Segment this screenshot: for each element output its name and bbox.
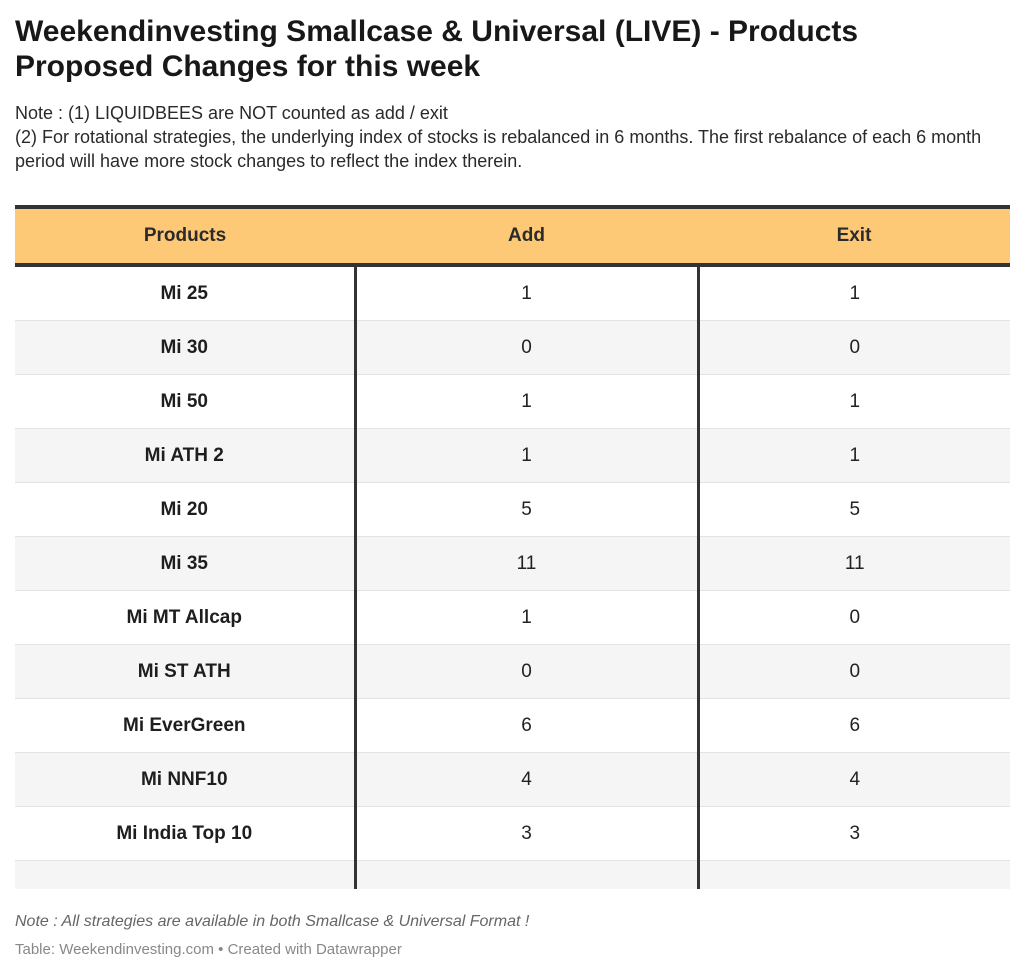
add-cell: 0	[353, 644, 698, 699]
header-row: Products Add Exit	[15, 205, 1010, 267]
add-cell: 4	[353, 752, 698, 807]
empty-cell	[15, 860, 355, 889]
table-row: Mi 50 1 1	[15, 374, 1010, 429]
product-cell: Mi EverGreen	[15, 698, 355, 753]
product-cell: Mi ATH 2	[15, 428, 355, 483]
table-row: Mi 35 11 11	[15, 536, 1010, 591]
table-row: Mi NNF10 4 4	[15, 752, 1010, 807]
exit-cell: 1	[696, 428, 1010, 483]
credit-line: Table: Weekendinvesting.com • Created wi…	[15, 941, 402, 958]
table-row: Mi 25 1 1	[15, 265, 1010, 321]
product-cell: Mi 30	[15, 320, 355, 375]
exit-cell: 11	[696, 536, 1010, 591]
product-cell: Mi 20	[15, 482, 355, 537]
exit-cell: 3	[696, 806, 1010, 861]
column-header-products[interactable]: Products	[15, 205, 355, 267]
exit-cell: 5	[696, 482, 1010, 537]
exit-cell: 4	[696, 752, 1010, 807]
exit-cell: 1	[696, 374, 1010, 429]
add-cell: 11	[353, 536, 698, 591]
footnote: Note : All strategies are available in b…	[15, 913, 530, 930]
product-cell: Mi NNF10	[15, 752, 355, 807]
add-cell: 6	[353, 698, 698, 753]
column-header-exit[interactable]: Exit	[698, 205, 1010, 267]
table-row: Mi ST ATH 0 0	[15, 644, 1010, 699]
product-cell: Mi India Top 10	[15, 806, 355, 861]
product-cell: Mi 35	[15, 536, 355, 591]
exit-cell: 0	[696, 590, 1010, 645]
add-cell: 0	[353, 320, 698, 375]
notes: Note : (1) LIQUIDBEES are NOT counted as…	[15, 101, 1005, 173]
data-table: Products Add Exit Mi 25 1 1 Mi 30 0 0 Mi 50 1 1 M…	[15, 205, 1010, 889]
note-line: Note : (1) LIQUIDBEES are NOT counted as…	[15, 103, 448, 123]
add-cell: 3	[353, 806, 698, 861]
table-body: Mi 25 1 1 Mi 30 0 0 Mi 50 1 1 Mi ATH 2 1 1 Mi 20 5 5 Mi…	[15, 265, 1010, 889]
product-cell: Mi 50	[15, 374, 355, 429]
table-row: Mi India Top 10 3 3	[15, 806, 1010, 861]
note-line: (2) For rotational strategies, the under…	[15, 127, 982, 171]
table-row: Mi 30 0 0	[15, 320, 1010, 375]
add-cell: 5	[353, 482, 698, 537]
table-row: Mi 20 5 5	[15, 482, 1010, 537]
add-cell: 1	[353, 428, 698, 483]
exit-cell: 0	[696, 320, 1010, 375]
product-cell: Mi 25	[15, 265, 355, 321]
add-cell: 1	[353, 374, 698, 429]
add-cell: 1	[353, 590, 698, 645]
table-row: Mi EverGreen 6 6	[15, 698, 1010, 753]
table-row: Mi MT Allcap 1 0	[15, 590, 1010, 645]
column-header-add[interactable]: Add	[355, 205, 698, 267]
exit-cell: 6	[696, 698, 1010, 753]
product-cell: Mi ST ATH	[15, 644, 355, 699]
product-cell: Mi MT Allcap	[15, 590, 355, 645]
empty-cell	[353, 860, 698, 889]
table-title: Weekendinvesting Smallcase & Universal (…	[15, 15, 859, 83]
add-cell: 1	[353, 265, 698, 321]
exit-cell: 0	[696, 644, 1010, 699]
exit-cell: 1	[696, 265, 1010, 321]
empty-cell	[696, 860, 1010, 889]
empty-row	[15, 860, 1010, 889]
